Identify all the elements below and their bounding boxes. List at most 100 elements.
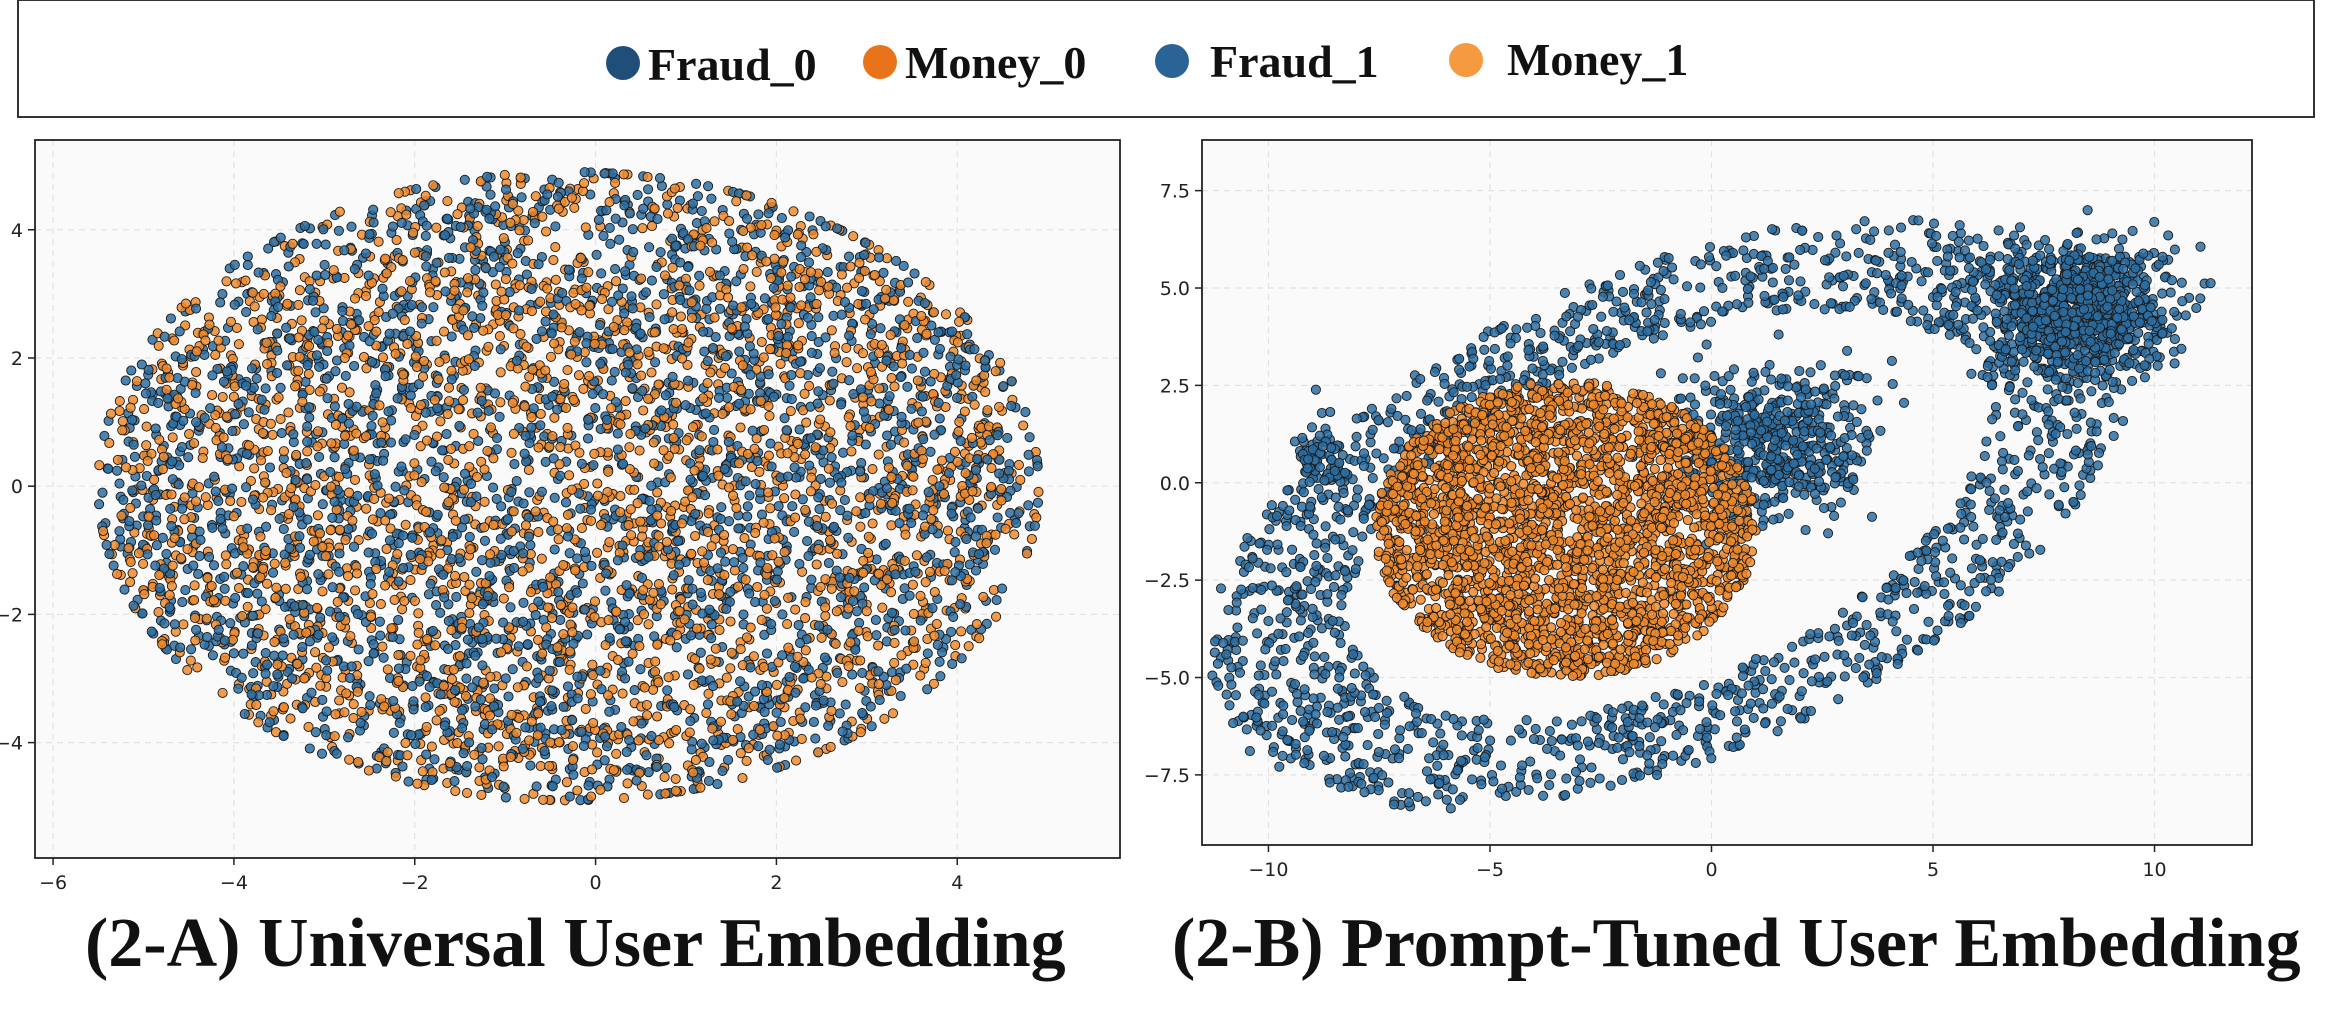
scatter-point	[143, 520, 154, 531]
scatter-point	[275, 382, 286, 393]
scatter-point	[753, 209, 764, 220]
scatter-point	[761, 256, 772, 267]
scatter-point	[793, 318, 804, 329]
scatter-point	[207, 370, 218, 381]
scatter-point	[995, 357, 1006, 368]
scatter-point	[439, 230, 451, 241]
scatter-point	[112, 454, 123, 465]
scatter-point	[549, 544, 560, 555]
scatter-point	[447, 531, 458, 542]
scatter-point	[244, 440, 255, 451]
scatter-point	[408, 704, 419, 715]
scatter-point	[399, 596, 410, 607]
scatter-point	[533, 673, 544, 684]
scatter-point	[299, 220, 310, 232]
scatter-point	[271, 582, 282, 593]
scatter-point	[273, 301, 284, 312]
scatter-point	[559, 378, 570, 390]
scatter-point	[360, 291, 372, 302]
scatter-point	[836, 399, 847, 410]
scatter-point	[428, 302, 439, 313]
scatter-point	[153, 397, 164, 408]
scatter-point	[1013, 508, 1024, 519]
scatter-point	[865, 701, 876, 712]
scatter-point	[381, 543, 392, 555]
scatter-point	[274, 513, 285, 524]
scatter-point	[478, 287, 489, 298]
scatter-point	[94, 499, 105, 510]
scatter-point	[719, 362, 730, 373]
scatter-point	[561, 523, 572, 534]
scatter-point	[317, 541, 328, 552]
scatter-point	[137, 608, 148, 619]
scatter-point	[219, 635, 230, 646]
scatter-point	[908, 471, 919, 482]
scatter-point	[714, 303, 726, 314]
scatter-point	[721, 672, 732, 683]
scatter-point	[253, 267, 264, 278]
scatter-point	[269, 650, 280, 661]
scatter-point	[521, 341, 532, 352]
scatter-point	[204, 319, 215, 330]
scatter-point	[248, 668, 259, 679]
scatter-point	[210, 349, 221, 360]
scatter-point	[272, 345, 283, 356]
scatter-point	[553, 534, 564, 545]
scatter-point	[344, 754, 355, 765]
scatter-point	[454, 651, 465, 662]
scatter-point	[651, 761, 662, 772]
scatter-point	[581, 282, 592, 293]
scatter-point	[317, 586, 328, 597]
scatter-point	[803, 664, 814, 675]
scatter-point	[505, 602, 516, 613]
scatter-point	[1023, 449, 1034, 460]
scatter-point	[637, 531, 648, 542]
scatter-point	[562, 365, 573, 376]
scatter-point	[556, 724, 567, 736]
scatter-point	[476, 743, 487, 754]
scatter-point	[433, 374, 444, 385]
scatter-point	[441, 428, 452, 440]
scatter-point	[287, 673, 298, 684]
scatter-point	[874, 694, 885, 706]
scatter-point	[217, 687, 228, 698]
scatter-point	[455, 221, 466, 233]
scatter-point	[310, 480, 321, 491]
scatter-point	[684, 727, 695, 738]
scatter-point	[348, 699, 359, 710]
scatter-point	[329, 452, 340, 463]
scatter-point	[247, 562, 258, 573]
scatter-point	[229, 409, 240, 420]
scatter-point	[114, 478, 125, 489]
scatter-point	[844, 572, 855, 583]
scatter-point	[814, 363, 825, 374]
scatter-point	[880, 538, 891, 549]
scatter-point	[900, 529, 911, 540]
scatter-point	[261, 521, 272, 532]
scatter-point	[836, 269, 847, 280]
scatter-point	[814, 285, 825, 296]
scatter-point	[883, 404, 895, 415]
scatter-point	[284, 614, 295, 625]
scatter-point	[529, 218, 540, 229]
scatter-point	[426, 774, 437, 786]
scatter-point	[178, 619, 189, 630]
scatter-point	[636, 370, 647, 381]
scatter-point	[835, 592, 846, 603]
scatter-point	[595, 358, 606, 369]
scatter-point	[199, 412, 210, 423]
scatter-point	[303, 340, 315, 352]
scatter-point	[268, 706, 279, 717]
scatter-point	[886, 607, 898, 618]
scatter-point	[813, 543, 824, 555]
scatter-point	[703, 775, 715, 786]
scatter-point	[210, 422, 221, 433]
scatter-point	[318, 224, 329, 235]
scatter-point	[712, 563, 723, 574]
scatter-point	[435, 607, 446, 618]
scatter-point	[694, 270, 705, 281]
scatter-point	[709, 424, 720, 435]
scatter-point	[600, 731, 611, 742]
scatter-point	[542, 189, 553, 200]
scatter-point	[860, 298, 872, 309]
